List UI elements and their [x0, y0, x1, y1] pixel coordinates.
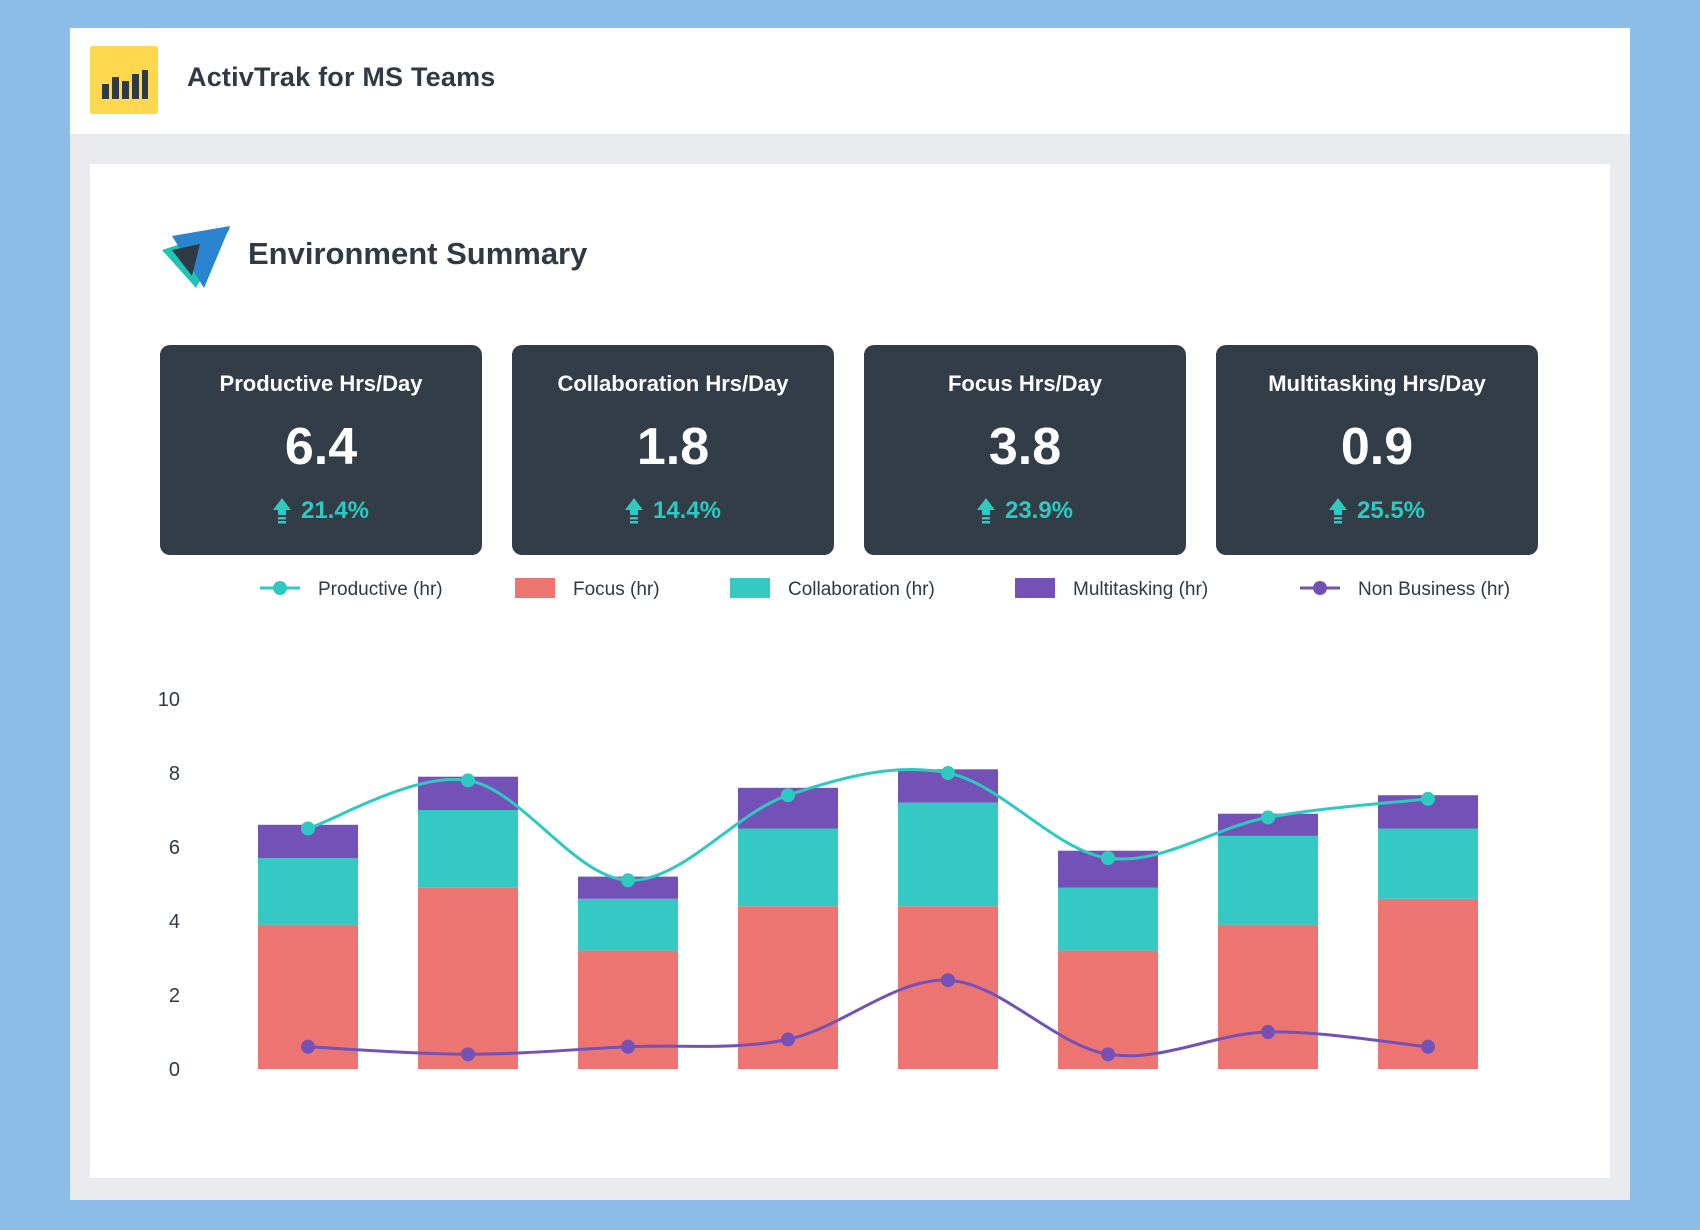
kpi-value: 3.8: [988, 418, 1062, 476]
y-tick-label: 2: [169, 985, 180, 1007]
stacked-bar-chart: Productive (hr) Focus (hr) Collaboration (…: [158, 578, 1510, 1081]
bar-chart-icon: [90, 46, 158, 114]
bar-focus-hr: [418, 887, 518, 1069]
kpi-change-value: 14.4%: [652, 497, 722, 524]
legend-label-non-business-hr: Non Business (hr): [1358, 579, 1510, 600]
kpi-change: 14.4%: [512, 497, 834, 525]
legend-swatch-focus-hr: [515, 578, 555, 598]
environment-summary-card: Environment Summary Productive Hrs/Day 6…: [90, 164, 1610, 1178]
kpi-change-value: 23.9%: [1004, 497, 1074, 524]
app-title: ActivTrak for MS Teams: [187, 62, 496, 92]
arrow-up-icon: [976, 498, 995, 524]
kpi-change-value: 21.4%: [300, 497, 370, 524]
kpi-card-collaboration: Collaboration Hrs/Day 1.8 14.4%: [512, 345, 834, 555]
legend-swatch-collaboration-hr: [730, 578, 770, 598]
activtrak-triangle-logo-icon: [162, 226, 230, 288]
point-non-business-hr: [941, 973, 955, 988]
app-header: ActivTrak for MS Teams: [70, 28, 1630, 134]
kpi-label: Focus Hrs/Day: [947, 371, 1103, 396]
legend-label-multitasking-hr: Multitasking (hr): [1073, 579, 1208, 600]
bar-collaboration-hr: [1378, 828, 1478, 899]
line-productive-hr: [307, 768, 1429, 882]
y-tick-label: 10: [158, 689, 180, 711]
point-non-business-hr: [781, 1032, 795, 1047]
arrow-up-icon: [1328, 498, 1347, 524]
point-productive-hr: [941, 766, 955, 780]
legend-label-focus-hr: Focus (hr): [573, 579, 660, 600]
legend-marker-non-business-hr: [1313, 581, 1327, 595]
line-series: [301, 766, 1435, 1062]
kpi-label: Productive Hrs/Day: [219, 371, 423, 396]
chart-legend: Productive (hr) Focus (hr) Collaboration (…: [260, 578, 1510, 600]
kpi-change: 23.9%: [864, 497, 1186, 525]
arrow-up-icon: [624, 498, 643, 524]
bar-multitasking-hr: [578, 876, 678, 899]
bar-collaboration-hr: [898, 802, 998, 907]
point-non-business-hr: [461, 1047, 475, 1062]
y-tick-label: 4: [169, 911, 180, 933]
bar-collaboration-hr: [578, 898, 678, 951]
kpi-card-multitasking: Multitasking Hrs/Day 0.9 25.5%: [1216, 345, 1538, 555]
kpi-change-value: 25.5%: [1356, 497, 1426, 524]
point-productive-hr: [1101, 851, 1115, 866]
point-non-business-hr: [621, 1039, 635, 1054]
kpi-card-productive: Productive Hrs/Day 6.4 21.4%: [160, 345, 482, 555]
y-tick-label: 0: [169, 1059, 180, 1081]
point-productive-hr: [621, 873, 635, 888]
point-productive-hr: [781, 788, 795, 803]
kpi-value: 0.9: [1340, 418, 1414, 476]
bar-collaboration-hr: [258, 858, 358, 925]
point-productive-hr: [1261, 810, 1275, 825]
kpi-value: 6.4: [284, 418, 358, 476]
point-non-business-hr: [1261, 1025, 1275, 1039]
arrow-up-icon: [272, 498, 291, 524]
y-axis: 0 2 4 6 8 10: [158, 689, 180, 1081]
line-non-business-hr: [307, 978, 1429, 1058]
app-window: ActivTrak for MS Teams Environment Summa…: [70, 28, 1630, 1200]
y-tick-label: 6: [169, 837, 180, 859]
point-non-business-hr: [1421, 1039, 1435, 1054]
y-tick-label: 8: [169, 763, 180, 785]
legend-marker-productive-hr: [273, 581, 287, 595]
bar-collaboration-hr: [418, 810, 518, 888]
kpi-label: Multitasking Hrs/Day: [1268, 371, 1486, 396]
bar-focus-hr: [1218, 924, 1318, 1069]
legend-label-productive-hr: Productive (hr): [318, 579, 443, 600]
bar-collaboration-hr: [1218, 835, 1318, 925]
point-non-business-hr: [1101, 1047, 1115, 1062]
legend-label-collaboration-hr: Collaboration (hr): [788, 579, 935, 600]
point-non-business-hr: [301, 1039, 315, 1054]
kpi-change: 25.5%: [1216, 497, 1538, 525]
kpi-card-focus: Focus Hrs/Day 3.8 23.9%: [864, 345, 1186, 555]
section-title: Environment Summary: [248, 236, 588, 271]
point-productive-hr: [461, 773, 475, 788]
bar-multitasking-hr: [1218, 813, 1318, 836]
point-productive-hr: [1421, 791, 1435, 806]
bar-collaboration-hr: [738, 828, 838, 907]
kpi-label: Collaboration Hrs/Day: [557, 371, 789, 396]
bar-focus-hr: [898, 906, 998, 1069]
legend-swatch-multitasking-hr: [1015, 578, 1055, 598]
point-productive-hr: [301, 821, 315, 836]
kpi-change: 21.4%: [160, 497, 482, 525]
kpi-value: 1.8: [636, 418, 710, 476]
bar-collaboration-hr: [1058, 887, 1158, 951]
